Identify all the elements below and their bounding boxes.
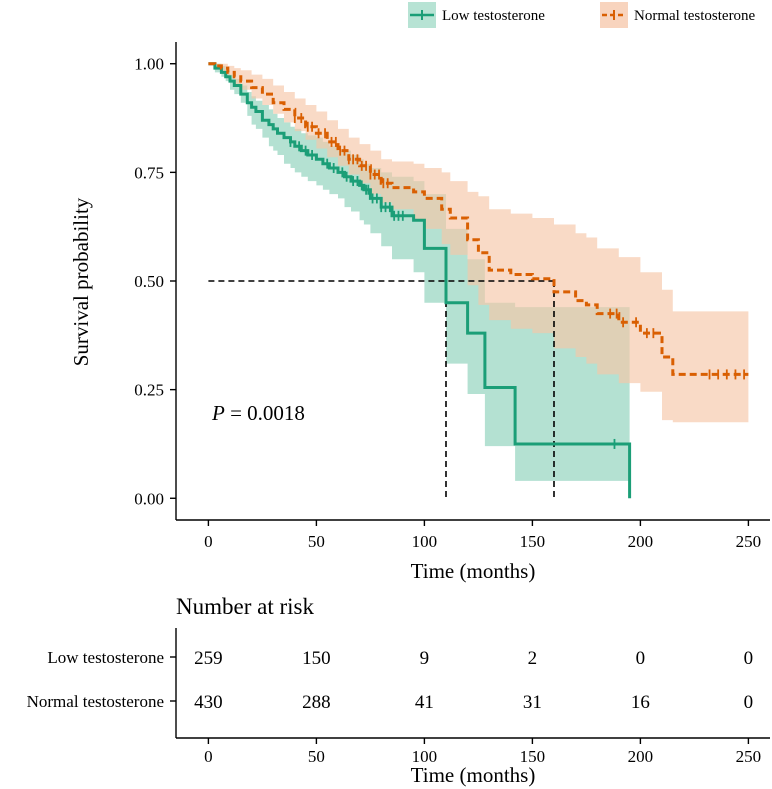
risk-x-ticks: 0 50 100 150 200 250 <box>204 738 761 766</box>
risk-cell-1-1: 288 <box>302 692 331 713</box>
survival-curve-low <box>208 62 632 499</box>
risk-x-tick-label-0: 0 <box>204 747 213 766</box>
y-tick-label-3: 0.75 <box>134 163 164 182</box>
x-tick-label-3: 150 <box>520 532 546 551</box>
km-plot <box>208 62 749 499</box>
risk-table: Low testosterone 259 150 9 2 0 0 Normal testost… <box>27 648 754 713</box>
risk-cell-0-1: 150 <box>302 648 331 669</box>
p-value-symbol: P <box>211 401 225 425</box>
risk-x-tick-label-2: 100 <box>412 747 438 766</box>
risk-table-title: Number at risk <box>176 594 314 619</box>
x-tick-label-1: 50 <box>308 532 325 551</box>
x-axis-label: Time (months) <box>411 559 536 583</box>
risk-cell-0-2: 9 <box>420 648 430 669</box>
risk-cell-0-3: 2 <box>528 648 538 669</box>
risk-x-tick-label-5: 250 <box>736 747 762 766</box>
risk-row-label-1: Normal testosterone <box>27 692 164 711</box>
x-tick-label-4: 200 <box>628 532 654 551</box>
y-tick-label-4: 1.00 <box>134 55 164 74</box>
ci-band-low <box>208 63 630 481</box>
risk-cell-1-4: 16 <box>631 692 650 713</box>
legend-low-label: Low testosterone <box>442 8 545 24</box>
risk-x-tick-label-4: 200 <box>628 747 654 766</box>
y-tick-label-0: 0.00 <box>134 489 164 508</box>
risk-cell-1-5: 0 <box>744 692 754 713</box>
risk-cell-1-0: 430 <box>194 692 223 713</box>
legend: Low testosterone Normal testosterone <box>408 2 756 28</box>
p-value-text: = 0.0018 <box>225 401 305 425</box>
risk-row-label-0: Low testosterone <box>47 648 164 667</box>
risk-cell-0-0: 259 <box>194 648 223 669</box>
risk-x-tick-label-3: 150 <box>520 747 546 766</box>
legend-normal-label: Normal testosterone <box>634 8 756 24</box>
x-tick-label-2: 100 <box>412 532 438 551</box>
risk-cell-1-2: 41 <box>415 692 434 713</box>
y-tick-label-1: 0.25 <box>134 381 164 400</box>
ci-band-normal <box>208 63 749 423</box>
y-ticks: 0.00 0.25 0.50 0.75 1.00 <box>134 55 176 508</box>
risk-cell-1-3: 31 <box>523 692 542 713</box>
risk-x-axis-label: Time (months) <box>411 763 536 787</box>
risk-cell-0-5: 0 <box>744 648 754 669</box>
x-tick-label-5: 250 <box>736 532 762 551</box>
x-ticks: 0 50 100 150 200 250 <box>204 520 761 551</box>
y-axis-label: Survival probability <box>69 197 93 366</box>
y-tick-label-2: 0.50 <box>134 272 164 291</box>
risk-cell-0-4: 0 <box>636 648 646 669</box>
survival-curve-normal <box>208 62 749 376</box>
risk-x-tick-label-1: 50 <box>308 747 325 766</box>
p-value-annotation: P = 0.0018 <box>211 401 305 425</box>
x-tick-label-0: 0 <box>204 532 213 551</box>
